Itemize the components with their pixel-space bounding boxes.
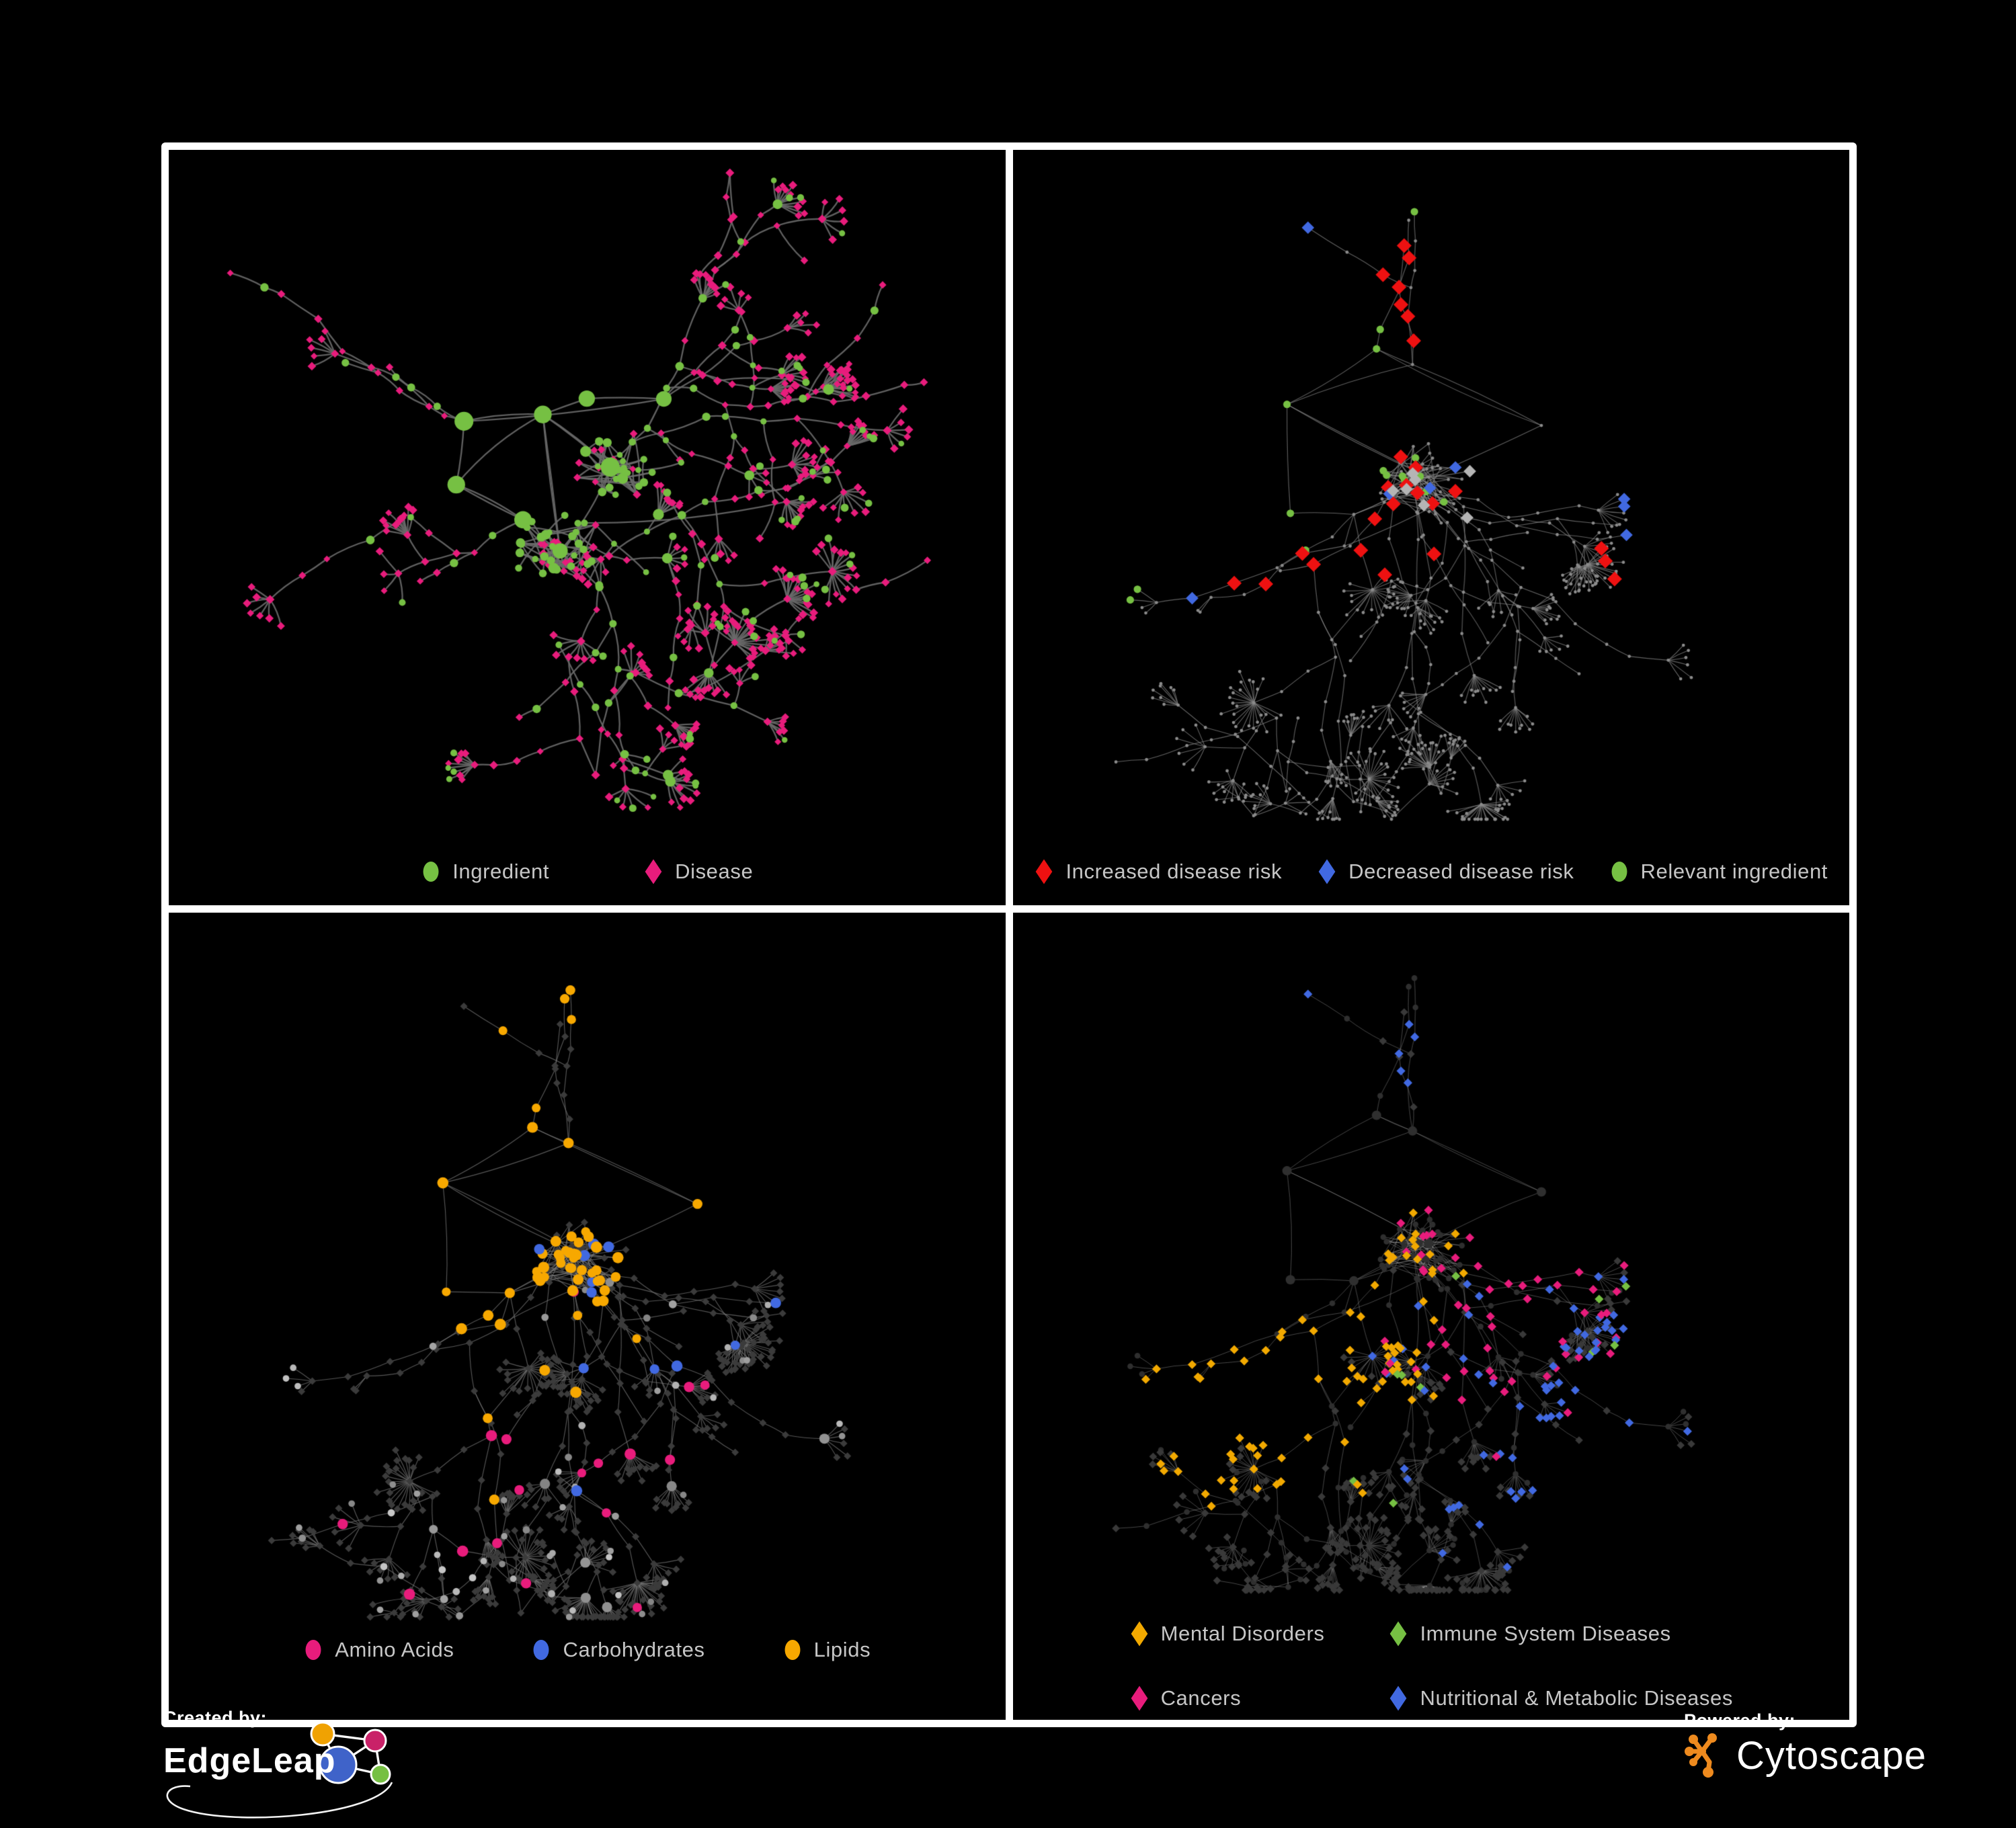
legend-label: Immune System Diseases	[1420, 1622, 1671, 1645]
legend-label: Mental Disorders	[1160, 1622, 1325, 1645]
legend-item-carbohydrates: Carbohydrates	[531, 1636, 704, 1663]
legend-item-lipids: Lipids	[782, 1636, 871, 1663]
legend-item-decreased-disease-risk: Decreased disease risk	[1317, 858, 1574, 885]
legend-label: Lipids	[813, 1638, 871, 1661]
legend-label: Decreased disease risk	[1348, 860, 1574, 883]
diamond-marker-icon	[1131, 1686, 1147, 1711]
legend-label: Relevant ingredient	[1640, 860, 1828, 883]
legend-disease-risk: Increased disease risk Decreased disease …	[1013, 858, 1850, 885]
legend-label: Cancers	[1160, 1686, 1242, 1710]
powered-by-block: Powered by: Cytoscape	[1684, 1710, 1927, 1778]
panel-nutrient-classes: Amino Acids Carbohydrates Lipids	[169, 913, 1006, 1720]
legend-item-cancers: Cancers	[1129, 1685, 1325, 1712]
diamond-marker-icon	[1036, 859, 1053, 884]
network-canvas-nutrient-classes	[169, 913, 1006, 1720]
edgeleap-brand-row: EdgeLeap	[163, 1721, 513, 1819]
ellipse-marker-icon	[305, 1640, 321, 1660]
diamond-marker-icon	[1318, 859, 1336, 884]
edgeleap-logo-icon	[166, 1721, 393, 1819]
panel-disease-risk: Increased disease risk Decreased disease …	[1012, 150, 1850, 905]
legend-item-relevant-ingredient: Relevant ingredient	[1609, 858, 1828, 885]
edgeleap-logo-text: EdgeLeap	[163, 1741, 336, 1780]
powered-by-label: Powered by:	[1684, 1710, 1796, 1731]
diamond-marker-icon	[645, 859, 662, 884]
diamond-marker-icon	[1131, 1621, 1147, 1647]
diamond-marker-icon	[1390, 1686, 1407, 1711]
legend-label: Disease	[675, 860, 754, 883]
network-canvas-disease-categories	[1012, 913, 1849, 1720]
ellipse-marker-icon	[423, 862, 439, 882]
legend-label: Nutritional & Metabolic Diseases	[1420, 1686, 1733, 1710]
legend-label: Ingredient	[452, 860, 550, 883]
legend-label: Carbohydrates	[563, 1638, 705, 1661]
cytoscape-logo-icon	[1685, 1733, 1717, 1778]
legend-item-amino-acids: Amino Acids	[303, 1636, 454, 1663]
created-by-block: Created by: EdgeLeap	[163, 1708, 513, 1819]
legend-item-disease: Disease	[643, 858, 753, 885]
diamond-marker-icon	[1390, 1621, 1407, 1647]
ellipse-marker-icon	[533, 1640, 549, 1660]
cytoscape-brand-row: Cytoscape	[1684, 1733, 1927, 1778]
legend-item-nutritional-metabolic-diseases: Nutritional & Metabolic Diseases	[1388, 1685, 1732, 1712]
panel-disease-categories: Mental Disorders Immune System Diseases Ca…	[1012, 913, 1850, 1720]
legend-item-increased-disease-risk: Increased disease risk	[1034, 858, 1282, 885]
legend-label: Increased disease risk	[1065, 860, 1283, 883]
network-canvas-ingredient-disease	[169, 150, 1006, 905]
legend-nutrient-classes: Amino Acids Carbohydrates Lipids	[169, 1636, 1006, 1663]
network-canvas-disease-risk	[1012, 150, 1849, 905]
created-by-label: Created by:	[163, 1708, 268, 1728]
legend-ingredient-disease: Ingredient Disease	[169, 858, 1006, 885]
legend-label: Amino Acids	[335, 1638, 454, 1661]
ellipse-marker-icon	[784, 1640, 801, 1660]
panel-grid: Ingredient Disease Increased disease risk…	[161, 142, 1857, 1727]
legend-item-ingredient: Ingredient	[421, 858, 549, 885]
ellipse-marker-icon	[1611, 862, 1627, 882]
panel-ingredient-disease: Ingredient Disease	[169, 150, 1006, 905]
legend-item-mental-disorders: Mental Disorders	[1129, 1620, 1325, 1647]
legend-disease-categories: Mental Disorders Immune System Diseases Ca…	[1013, 1620, 1850, 1712]
cytoscape-logo-text: Cytoscape	[1736, 1733, 1927, 1778]
legend-item-immune-system-diseases: Immune System Diseases	[1388, 1620, 1732, 1647]
